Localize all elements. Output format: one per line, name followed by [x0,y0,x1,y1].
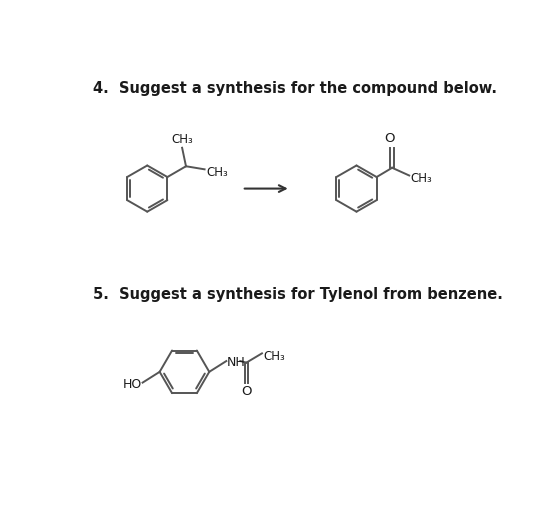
Text: CH₃: CH₃ [263,350,285,363]
Text: HO: HO [122,378,142,390]
Text: CH₃: CH₃ [206,166,228,179]
Text: O: O [384,132,395,145]
Text: 5.  Suggest a synthesis for Tylenol from benzene.: 5. Suggest a synthesis for Tylenol from … [93,287,503,302]
Text: CH₃: CH₃ [411,172,432,185]
Text: CH₃: CH₃ [171,133,193,146]
Text: O: O [241,385,252,398]
Text: NH: NH [227,356,246,369]
Text: 4.  Suggest a synthesis for the compound below.: 4. Suggest a synthesis for the compound … [93,81,497,96]
